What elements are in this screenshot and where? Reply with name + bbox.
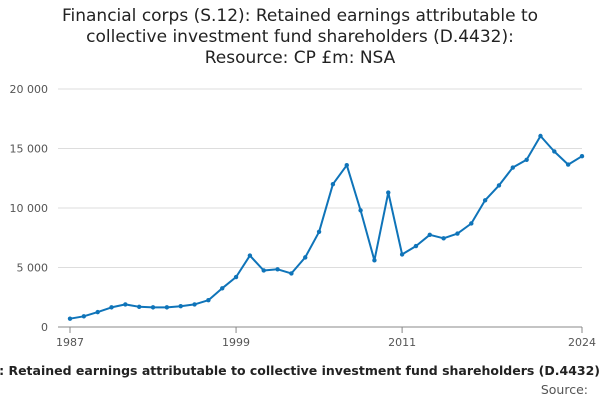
data-point [469,221,474,226]
data-point [538,133,543,139]
data-point [150,305,156,310]
legend: Financial corps (S.12): Retained earning… [0,363,600,381]
chart-title-line: collective investment fund shareholders … [86,27,514,47]
data-point [524,157,529,163]
chart-title-line: Resource: CP £m: NSA [204,48,396,68]
y-tick-label: 20 000 [10,83,49,96]
x-tick-label: 1987 [56,336,84,349]
data-point [496,183,502,188]
data-point [178,303,183,309]
data-point [316,229,322,234]
data-point [289,271,294,276]
data-point [220,286,225,291]
data-point [206,298,211,303]
y-tick-label: 10 000 [10,202,49,215]
data-point [164,305,170,310]
y-tick-label: 5 000 [17,262,49,275]
data-point [510,165,516,170]
data-point [455,231,460,236]
data-point [579,154,585,159]
data-point [95,309,100,315]
data-point [109,305,114,310]
chart-title-line: Financial corps (S.12): Retained earning… [61,6,539,26]
x-tick-label: 1999 [222,336,250,349]
data-point [413,243,419,249]
data-point [261,268,266,273]
x-tick-label: 2024 [568,336,596,349]
data-point [67,316,73,321]
source-label: Source: [540,382,588,397]
data-point [136,304,142,309]
data-point [303,255,308,260]
data-point [192,302,197,307]
data-point [386,190,391,195]
chart-title: Financial corps (S.12): Retained earning… [0,6,600,69]
data-point [81,314,87,319]
data-point [552,149,557,154]
data-point [358,208,363,213]
data-point [372,258,377,263]
legend-label: Financial corps (S.12): Retained earning… [0,363,600,378]
x-tick-label: 2011 [388,336,416,349]
data-point [344,162,349,168]
data-point [399,252,405,257]
data-point [233,274,239,280]
data-point [565,162,571,167]
series-line [69,135,583,320]
data-point [330,182,336,187]
y-tick-label: 15 000 [10,143,49,156]
data-point [427,232,432,237]
data-point [441,236,446,241]
y-tick-label: 0 [41,321,48,334]
data-point [247,253,253,258]
data-point [123,302,128,307]
data-point [482,198,488,203]
line-chart: 0 5 000 10 000 15 000 20 000 1987 1999 2011 2024 [10,83,597,349]
data-point [275,267,280,272]
